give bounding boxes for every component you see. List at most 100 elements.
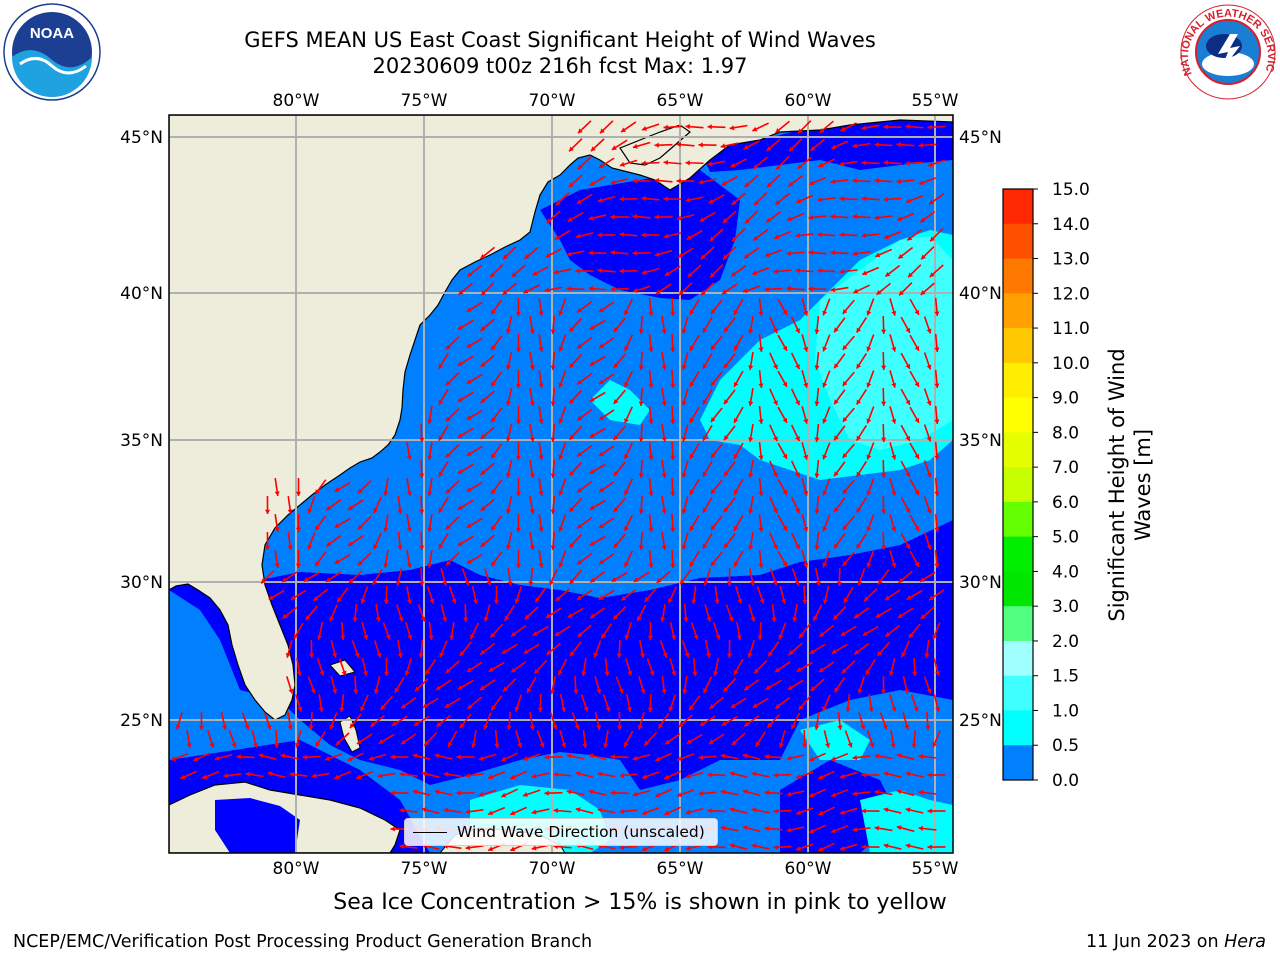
wind-arrow xyxy=(814,351,820,371)
wind-arrow xyxy=(798,623,811,639)
wind-arrow xyxy=(281,571,298,583)
wind-arrow xyxy=(766,138,781,152)
wind-arrow xyxy=(683,603,689,623)
wind-arrow xyxy=(466,553,483,565)
wind-arrow xyxy=(588,250,607,256)
wind-arrow xyxy=(458,282,473,296)
wind-arrow xyxy=(896,789,915,797)
nws-logo: NATIONAL WEATHER SERVICE xyxy=(1178,2,1277,100)
wind-arrow xyxy=(839,269,858,275)
wind-arrow xyxy=(449,621,455,641)
wind-arrow xyxy=(443,807,462,814)
wind-arrow xyxy=(833,317,846,333)
wind-arrow xyxy=(681,496,689,514)
wind-arrow xyxy=(733,298,744,316)
wind-arrow xyxy=(610,250,629,256)
wind-arrow xyxy=(730,158,747,168)
wind-arrow xyxy=(699,211,716,223)
wind-arrow xyxy=(638,676,646,694)
wind-arrow xyxy=(293,622,304,640)
wind-arrow xyxy=(733,478,744,496)
wind-arrow xyxy=(748,459,754,479)
wind-arrow xyxy=(445,516,460,530)
wind-arrow xyxy=(479,679,496,691)
wind-arrow xyxy=(911,729,917,749)
wind-arrow xyxy=(852,250,871,257)
wind-arrow xyxy=(685,807,704,815)
wind-arrow xyxy=(663,232,682,239)
wind-arrow xyxy=(459,713,472,729)
wind-arrow xyxy=(881,459,887,479)
land-north-america xyxy=(169,115,953,721)
wind-arrow xyxy=(743,715,760,727)
wind-arrow xyxy=(733,550,744,568)
wind-arrow xyxy=(861,232,880,239)
colorbar-tick-label: 3.0 xyxy=(1052,597,1079,617)
wind-arrow xyxy=(619,196,638,202)
wind-arrow xyxy=(809,138,826,152)
wind-arrow xyxy=(720,825,739,832)
wind-arrow xyxy=(598,157,615,169)
wind-arrow xyxy=(689,550,700,568)
wind-arrow xyxy=(316,658,325,676)
wind-arrow xyxy=(406,513,412,533)
wind-arrow xyxy=(624,514,633,532)
wind-arrow xyxy=(898,282,913,296)
wind-arrow xyxy=(478,753,497,761)
wind-arrow xyxy=(434,789,453,796)
wind-arrow xyxy=(801,478,809,496)
wind-arrow xyxy=(898,570,913,584)
wind-arrow xyxy=(648,513,654,533)
wind-arrow xyxy=(663,160,682,166)
wind-arrow xyxy=(681,388,689,406)
wind-arrow xyxy=(598,517,615,529)
wind-arrow xyxy=(604,657,610,677)
wind-arrow xyxy=(280,753,299,760)
wind-arrow xyxy=(900,496,911,514)
wind-arrow xyxy=(795,771,814,779)
wind-arrow xyxy=(526,676,537,694)
wind-arrow xyxy=(909,298,920,316)
wind-arrow xyxy=(589,391,606,403)
wind-arrow xyxy=(883,807,902,814)
wind-arrow xyxy=(748,387,754,407)
wind-arrow xyxy=(855,424,868,442)
wind-arrow xyxy=(857,568,866,586)
wind-arrow xyxy=(920,606,935,620)
wind-arrow xyxy=(923,388,932,406)
wind-arrow xyxy=(919,571,936,583)
wind-arrow xyxy=(610,790,629,796)
wind-arrow xyxy=(747,640,755,658)
wind-arrow xyxy=(690,622,699,640)
wind-arrow xyxy=(383,549,389,569)
wind-arrow xyxy=(905,124,924,130)
wind-arrow xyxy=(660,604,666,622)
wind-arrow xyxy=(466,337,483,349)
wind-arrow xyxy=(677,247,694,259)
wind-arrow xyxy=(927,772,946,778)
colorbar-segment xyxy=(1003,745,1033,781)
lon-tick-bottom: 80°W xyxy=(273,859,320,879)
wind-arrow xyxy=(839,232,858,238)
wind-arrow xyxy=(896,825,915,833)
wind-arrow xyxy=(263,712,272,730)
wind-arrow xyxy=(889,334,897,352)
wind-arrow xyxy=(689,370,700,388)
wind-arrow xyxy=(764,754,783,760)
wind-arrow xyxy=(852,142,871,149)
wind-arrow xyxy=(624,478,633,496)
wind-arrow xyxy=(290,589,307,601)
wind-arrow xyxy=(840,625,857,637)
wind-arrow xyxy=(573,675,579,695)
wind-arrow xyxy=(742,789,761,797)
wind-arrow xyxy=(874,142,893,148)
wind-arrow xyxy=(577,120,592,134)
wind-arrow xyxy=(852,178,871,184)
lat-tick-right: 40°N xyxy=(959,284,1002,304)
wind-arrow xyxy=(620,121,637,133)
wind-arrow xyxy=(576,481,593,493)
wind-arrow xyxy=(742,285,761,293)
wind-arrow xyxy=(902,712,910,730)
wind-arrow xyxy=(881,531,887,551)
wind-arrow xyxy=(896,142,915,148)
